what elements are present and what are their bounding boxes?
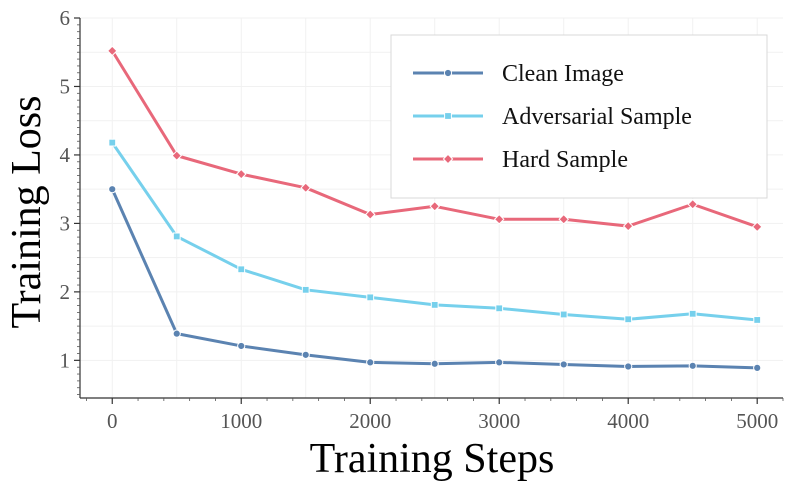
data-point-adversarial-sample [495, 304, 504, 313]
data-point-adversarial-sample [172, 232, 181, 241]
data-point-hard-sample [235, 168, 247, 180]
data-point-hard-sample [300, 182, 312, 194]
data-point-hard-sample [364, 209, 376, 220]
legend-marker-clean-image [443, 68, 453, 78]
data-point-clean-image [495, 358, 504, 367]
data-point-hard-sample [171, 150, 183, 161]
data-point-clean-image [237, 341, 246, 351]
y-tick-label: 4 [60, 143, 71, 167]
data-point-clean-image [624, 362, 633, 371]
data-point-adversarial-sample [108, 138, 117, 147]
data-point-hard-sample [622, 220, 634, 232]
data-point-clean-image [366, 358, 375, 367]
data-point-clean-image [430, 359, 439, 368]
x-tick-label: 3000 [478, 409, 520, 433]
data-point-adversarial-sample [430, 300, 439, 309]
data-point-adversarial-sample [753, 316, 762, 324]
x-tick-label: 4000 [607, 409, 649, 433]
data-point-clean-image [172, 329, 181, 338]
y-tick-label: 3 [60, 211, 71, 235]
data-point-hard-sample [493, 213, 505, 225]
x-tick-label: 2000 [349, 409, 391, 433]
y-axis-title: Training Loss [4, 96, 50, 329]
data-point-clean-image [688, 361, 697, 370]
legend-label-hard-sample: Hard Sample [502, 147, 628, 173]
x-tick-label: 5000 [736, 409, 778, 433]
series-adversarial-sample [108, 138, 762, 324]
data-point-clean-image [559, 360, 568, 369]
y-tick-label: 1 [60, 348, 71, 372]
data-point-adversarial-sample [366, 293, 375, 302]
data-point-adversarial-sample [624, 315, 633, 324]
legend-marker-adversarial-sample [444, 112, 452, 120]
data-point-hard-sample [106, 45, 118, 57]
axis-labels: Training Steps Training Loss [4, 96, 554, 483]
data-point-hard-sample [429, 200, 441, 212]
legend-label-adversarial-sample: Adversarial Sample [502, 104, 692, 130]
data-point-adversarial-sample [301, 285, 310, 294]
y-tick-label: 5 [60, 74, 71, 98]
legend-marker-hard-sample [442, 153, 454, 165]
data-point-hard-sample [751, 221, 763, 233]
y-tick-label: 6 [60, 6, 71, 30]
x-tick-label: 0 [107, 409, 118, 433]
data-point-hard-sample [558, 213, 570, 225]
x-tick-label: 1000 [220, 409, 262, 433]
data-point-hard-sample [687, 198, 699, 210]
legend-label-clean-image: Clean Image [502, 61, 624, 87]
data-point-adversarial-sample [559, 310, 568, 319]
axes: 1 2 3 4 5 6 0 1000 2000 3000 4000 5000 [60, 6, 784, 433]
data-point-adversarial-sample [688, 309, 697, 318]
x-axis-title: Training Steps [310, 436, 555, 482]
y-tick-label: 2 [60, 280, 71, 304]
data-point-clean-image [108, 185, 117, 194]
legend: Clean Image Adversarial Sample Hard Sample [390, 34, 768, 199]
series-layer [106, 45, 763, 372]
data-point-clean-image [753, 363, 762, 372]
data-point-clean-image [301, 350, 310, 359]
series-hard-sample [106, 45, 763, 233]
data-point-adversarial-sample [237, 265, 246, 274]
series-clean-image [108, 185, 762, 372]
